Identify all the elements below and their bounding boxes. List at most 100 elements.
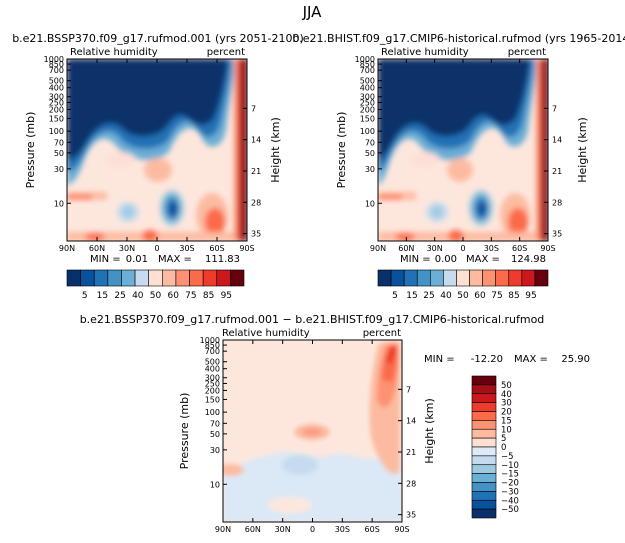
colorbar-box	[162, 269, 177, 287]
units-label: percent	[363, 328, 401, 339]
colorbar-label: 95	[221, 291, 232, 301]
colorbar-label: −40	[501, 496, 519, 506]
colorbar-label: −10	[501, 461, 519, 471]
y-tick-label: 700	[49, 66, 64, 75]
y-tick-label: 70	[365, 138, 375, 147]
colorbar-box	[521, 269, 536, 287]
colorbar-box	[471, 393, 497, 403]
colorbar-box	[471, 402, 497, 412]
colorbar-box	[471, 508, 497, 519]
y-tick-label: 150	[205, 395, 220, 404]
y2-tick-label: 7	[406, 385, 411, 394]
x-tick-label: 90N	[59, 244, 75, 253]
y-tick-label: 150	[360, 114, 375, 123]
colorbar-label: 50	[150, 291, 162, 301]
y-axis-title: Pressure (mb)	[24, 112, 37, 189]
x-tick-label: 30S	[179, 244, 194, 253]
colorbar-label: 15	[97, 291, 108, 301]
x-tick-label: 30S	[335, 525, 350, 534]
colorbar-box	[456, 269, 470, 287]
colorbar-box	[390, 269, 405, 287]
y2-tick-label: 35	[251, 230, 261, 239]
colorbar-box	[471, 384, 497, 395]
y-tick-label: 150	[49, 114, 64, 123]
y-tick-label: 250	[360, 98, 375, 107]
x-tick-label: 90S	[239, 244, 254, 253]
colorbar: 5 15 25 40 50 60 75 85 95	[66, 269, 245, 301]
y2-tick-label: 14	[552, 136, 562, 145]
colorbar-label: 0	[501, 443, 506, 453]
colorbar-label: 40	[501, 390, 512, 400]
y-tick-label: 200	[360, 105, 375, 114]
y2-tick-label: 21	[406, 448, 416, 457]
y-tick-label: 700	[360, 66, 375, 75]
y-axis-title: Pressure (mb)	[178, 393, 191, 470]
min-label: MIN =	[90, 254, 121, 265]
min-value: 0.01	[126, 254, 148, 265]
field-name-label: Relative humidity	[381, 47, 469, 58]
colorbar-label: 75	[491, 291, 502, 301]
colorbar-label: 40	[132, 291, 144, 301]
colorbar-label: −20	[501, 479, 519, 489]
colorbar-label: 85	[203, 291, 214, 301]
colorbar-label: 75	[185, 291, 196, 301]
x-tick-label: 30N	[427, 244, 443, 253]
y2-tick-label: 28	[251, 198, 261, 207]
x-tick-label: 0	[154, 244, 159, 253]
y2-tick-label: 7	[251, 104, 256, 113]
y2-tick-label: 14	[251, 136, 261, 145]
min-value: 0.00	[435, 254, 457, 265]
colorbar-box	[430, 269, 444, 287]
y-tick-label: 850	[360, 60, 375, 69]
colorbar-label: −5	[501, 452, 514, 462]
colorbar-box	[471, 482, 497, 492]
colorbar-box	[471, 464, 497, 474]
panel-historical: 1000850700500400300250200150100705030107…	[292, 32, 625, 301]
y-tick-label: 10	[54, 199, 64, 208]
max-value: 111.83	[205, 254, 240, 265]
y2-tick-label: 28	[552, 198, 562, 207]
colorbar-box	[534, 269, 549, 287]
max-value: 25.90	[561, 354, 590, 365]
y2-axis-title: Height (km)	[423, 398, 436, 464]
y-tick-label: 700	[205, 347, 220, 356]
colorbar-box	[107, 269, 122, 287]
y-tick-label: 10	[365, 199, 375, 208]
colorbar-box	[80, 269, 95, 287]
x-tick-label: 60S	[512, 244, 527, 253]
colorbar-box	[230, 269, 245, 287]
colorbar-box	[471, 455, 497, 466]
colorbar-label: 25	[114, 291, 125, 301]
x-tick-label: 30N	[119, 244, 135, 253]
x-tick-label: 90S	[394, 525, 409, 534]
min-value: -12.20	[471, 354, 503, 365]
y2-axis-title: Height (km)	[269, 117, 282, 183]
y-tick-label: 250	[49, 98, 64, 107]
colorbar-box	[202, 269, 218, 287]
colorbar-label: 50	[501, 381, 512, 391]
y-tick-label: 250	[205, 379, 220, 388]
panel-title: b.e21.BHIST.f09_g17.CMIP6-historical.ruf…	[292, 32, 625, 45]
y-tick-label: 30	[365, 165, 375, 174]
colorbar-label: 50	[457, 291, 469, 301]
colorbar-box	[403, 269, 418, 287]
y-axis-title: Pressure (mb)	[335, 112, 348, 189]
y2-tick-label: 35	[552, 230, 562, 239]
colorbar-label: −50	[501, 505, 519, 515]
y-tick-label: 30	[210, 446, 220, 455]
colorbar-box	[121, 269, 136, 287]
colorbar: 5 15 25 40 50 60 75 85 95	[377, 269, 549, 301]
colorbar-box	[93, 269, 109, 287]
max-label: MAX =	[158, 254, 195, 265]
y-tick-label: 300	[49, 93, 64, 102]
panel-title: b.e21.BSSP370.f09_g17.rufmod.001 (yrs 20…	[12, 32, 304, 45]
colorbar-box	[216, 269, 231, 287]
y-tick-label: 300	[360, 93, 375, 102]
colorbar-box	[471, 446, 497, 457]
y-tick-label: 100	[205, 408, 220, 417]
min-label: MIN =	[400, 254, 431, 265]
colorbar-label: 30	[501, 399, 512, 409]
y-tick-label: 500	[205, 358, 220, 367]
colorbar-box	[66, 269, 81, 287]
colorbar-label: 5	[392, 291, 398, 301]
